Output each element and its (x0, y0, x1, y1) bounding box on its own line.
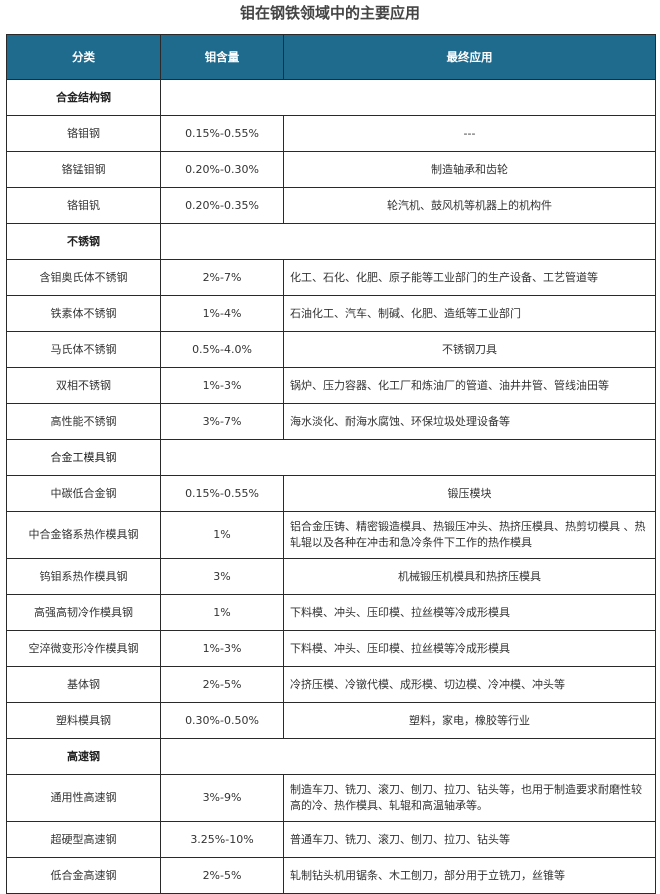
table-row: 钨钼系热作模具钢 3% 机械锻压机模具和热挤压模具 (6, 558, 656, 595)
section-empty-cell (160, 738, 656, 775)
table-row: 塑料模具钢 0.30%-0.50% 塑料，家电，橡胶等行业 (6, 702, 656, 739)
section-label: 合金工模具钢 (6, 439, 161, 476)
application-cell: 下料模、冲头、压印模、拉丝模等冷成形模具 (283, 630, 656, 667)
application-cell: 制造车刀、铣刀、滚刀、刨刀、拉刀、钻头等，也用于制造要求耐磨性较高的冷、热作模具… (283, 774, 656, 822)
mo-content-cell: 1%-3% (160, 367, 284, 404)
table-header: 分类 钼含量 最终应用 (6, 34, 656, 80)
mo-content-cell: 0.15%-0.55% (160, 475, 284, 512)
category-cell: 低合金高速钢 (6, 857, 161, 894)
mo-content-cell: 3%-9% (160, 774, 284, 822)
application-cell: 机械锻压机模具和热挤压模具 (283, 558, 656, 595)
mo-content-cell: 0.20%-0.35% (160, 187, 284, 224)
application-cell: --- (283, 115, 656, 152)
section-row: 高速钢 (6, 738, 656, 775)
section-label: 不锈钢 (6, 223, 161, 260)
header-category: 分类 (6, 34, 161, 80)
application-cell: 海水淡化、耐海水腐蚀、环保垃圾处理设备等 (283, 403, 656, 440)
category-cell: 中碳低合金钢 (6, 475, 161, 512)
mo-content-cell: 1%-4% (160, 295, 284, 332)
category-cell: 超硬型高速钢 (6, 821, 161, 858)
application-cell: 制造轴承和齿轮 (283, 151, 656, 188)
table-row: 空淬微变形冷作模具钢 1%-3% 下料模、冲头、压印模、拉丝模等冷成形模具 (6, 630, 656, 667)
table-row: 铬钼钢 0.15%-0.55% --- (6, 115, 656, 152)
mo-content-cell: 1%-3% (160, 630, 284, 667)
application-cell: 锻压模块 (283, 475, 656, 512)
application-cell: 下料模、冲头、压印模、拉丝模等冷成形模具 (283, 594, 656, 631)
application-cell: 塑料，家电，橡胶等行业 (283, 702, 656, 739)
table-row: 双相不锈钢 1%-3% 锅炉、压力容器、化工厂和炼油厂的管道、油井井管、管线油田等 (6, 367, 656, 404)
application-cell: 铝合金压铸、精密锻造模具、热锻压冲头、热挤压模具、热剪切模具 、热轧辊以及各种在… (283, 511, 656, 559)
mo-content-cell: 3.25%-10% (160, 821, 284, 858)
application-cell: 不锈钢刀具 (283, 331, 656, 368)
section-row: 合金工模具钢 (6, 439, 656, 476)
table-row: 通用性高速钢 3%-9% 制造车刀、铣刀、滚刀、刨刀、拉刀、钻头等，也用于制造要求耐… (6, 774, 656, 822)
mo-content-cell: 0.5%-4.0% (160, 331, 284, 368)
category-cell: 双相不锈钢 (6, 367, 161, 404)
table-row: 中碳低合金钢 0.15%-0.55% 锻压模块 (6, 475, 656, 512)
section-empty-cell (160, 439, 656, 476)
section-row: 合金结构钢 (6, 79, 656, 116)
page-title: 钼在钢铁领域中的主要应用 (239, 4, 420, 22)
mo-content-cell: 2%-5% (160, 857, 284, 894)
category-cell: 马氏体不锈钢 (6, 331, 161, 368)
category-cell: 中合金铬系热作模具钢 (6, 511, 161, 559)
category-cell: 铬锰钼钢 (6, 151, 161, 188)
table-row: 铁素体不锈钢 1%-4% 石油化工、汽车、制碱、化肥、造纸等工业部门 (6, 295, 656, 332)
table-row: 含钼奥氏体不锈钢 2%-7% 化工、石化、化肥、原子能等工业部门的生产设备、工艺管道… (6, 259, 656, 296)
application-cell: 冷挤压模、冷镦代模、成形模、切边模、冷冲模、冲头等 (283, 666, 656, 703)
section-empty-cell (160, 79, 656, 116)
header-application: 最终应用 (283, 34, 656, 80)
mo-content-cell: 0.30%-0.50% (160, 702, 284, 739)
category-cell: 钨钼系热作模具钢 (6, 558, 161, 595)
table-row: 铬锰钼钢 0.20%-0.30% 制造轴承和齿轮 (6, 151, 656, 188)
section-empty-cell (160, 223, 656, 260)
application-cell: 普通车刀、铣刀、滚刀、刨刀、拉刀、钻头等 (283, 821, 656, 858)
mo-content-cell: 1% (160, 511, 284, 559)
mo-content-cell: 2%-5% (160, 666, 284, 703)
category-cell: 塑料模具钢 (6, 702, 161, 739)
category-cell: 铁素体不锈钢 (6, 295, 161, 332)
mo-content-cell: 1% (160, 594, 284, 631)
category-cell: 含钼奥氏体不锈钢 (6, 259, 161, 296)
table-row: 低合金高速钢 2%-5% 轧制钻头机用锯条、木工刨刀，部分用于立铣刀，丝锥等 (6, 857, 656, 894)
application-cell: 锅炉、压力容器、化工厂和炼油厂的管道、油井井管、管线油田等 (283, 367, 656, 404)
section-label: 高速钢 (6, 738, 161, 775)
mo-content-cell: 3%-7% (160, 403, 284, 440)
category-cell: 铬钼钢 (6, 115, 161, 152)
molybdenum-applications-table: 分类 钼含量 最终应用 合金结构钢 铬钼钢 0.15%-0.55% --- 铬锰钼钢 0.… (6, 34, 656, 894)
table-row: 中合金铬系热作模具钢 1% 铝合金压铸、精密锻造模具、热锻压冲头、热挤压模具、热剪切… (6, 511, 656, 559)
application-cell: 石油化工、汽车、制碱、化肥、造纸等工业部门 (283, 295, 656, 332)
category-cell: 高性能不锈钢 (6, 403, 161, 440)
mo-content-cell: 2%-7% (160, 259, 284, 296)
category-cell: 铬钼钒 (6, 187, 161, 224)
category-cell: 高强高韧冷作模具钢 (6, 594, 161, 631)
table-row: 超硬型高速钢 3.25%-10% 普通车刀、铣刀、滚刀、刨刀、拉刀、钻头等 (6, 821, 656, 858)
category-cell: 基体钢 (6, 666, 161, 703)
table-row: 铬钼钒 0.20%-0.35% 轮汽机、鼓风机等机器上的机构件 (6, 187, 656, 224)
application-cell: 轮汽机、鼓风机等机器上的机构件 (283, 187, 656, 224)
mo-content-cell: 0.15%-0.55% (160, 115, 284, 152)
table-row: 高性能不锈钢 3%-7% 海水淡化、耐海水腐蚀、环保垃圾处理设备等 (6, 403, 656, 440)
mo-content-cell: 0.20%-0.30% (160, 151, 284, 188)
mo-content-cell: 3% (160, 558, 284, 595)
table-row: 马氏体不锈钢 0.5%-4.0% 不锈钢刀具 (6, 331, 656, 368)
application-cell: 轧制钻头机用锯条、木工刨刀，部分用于立铣刀，丝锥等 (283, 857, 656, 894)
application-cell: 化工、石化、化肥、原子能等工业部门的生产设备、工艺管道等 (283, 259, 656, 296)
table-row: 基体钢 2%-5% 冷挤压模、冷镦代模、成形模、切边模、冷冲模、冲头等 (6, 666, 656, 703)
category-cell: 空淬微变形冷作模具钢 (6, 630, 161, 667)
section-label: 合金结构钢 (6, 79, 161, 116)
table-row: 高强高韧冷作模具钢 1% 下料模、冲头、压印模、拉丝模等冷成形模具 (6, 594, 656, 631)
header-mo-content: 钼含量 (160, 34, 284, 80)
section-row: 不锈钢 (6, 223, 656, 260)
category-cell: 通用性高速钢 (6, 774, 161, 822)
